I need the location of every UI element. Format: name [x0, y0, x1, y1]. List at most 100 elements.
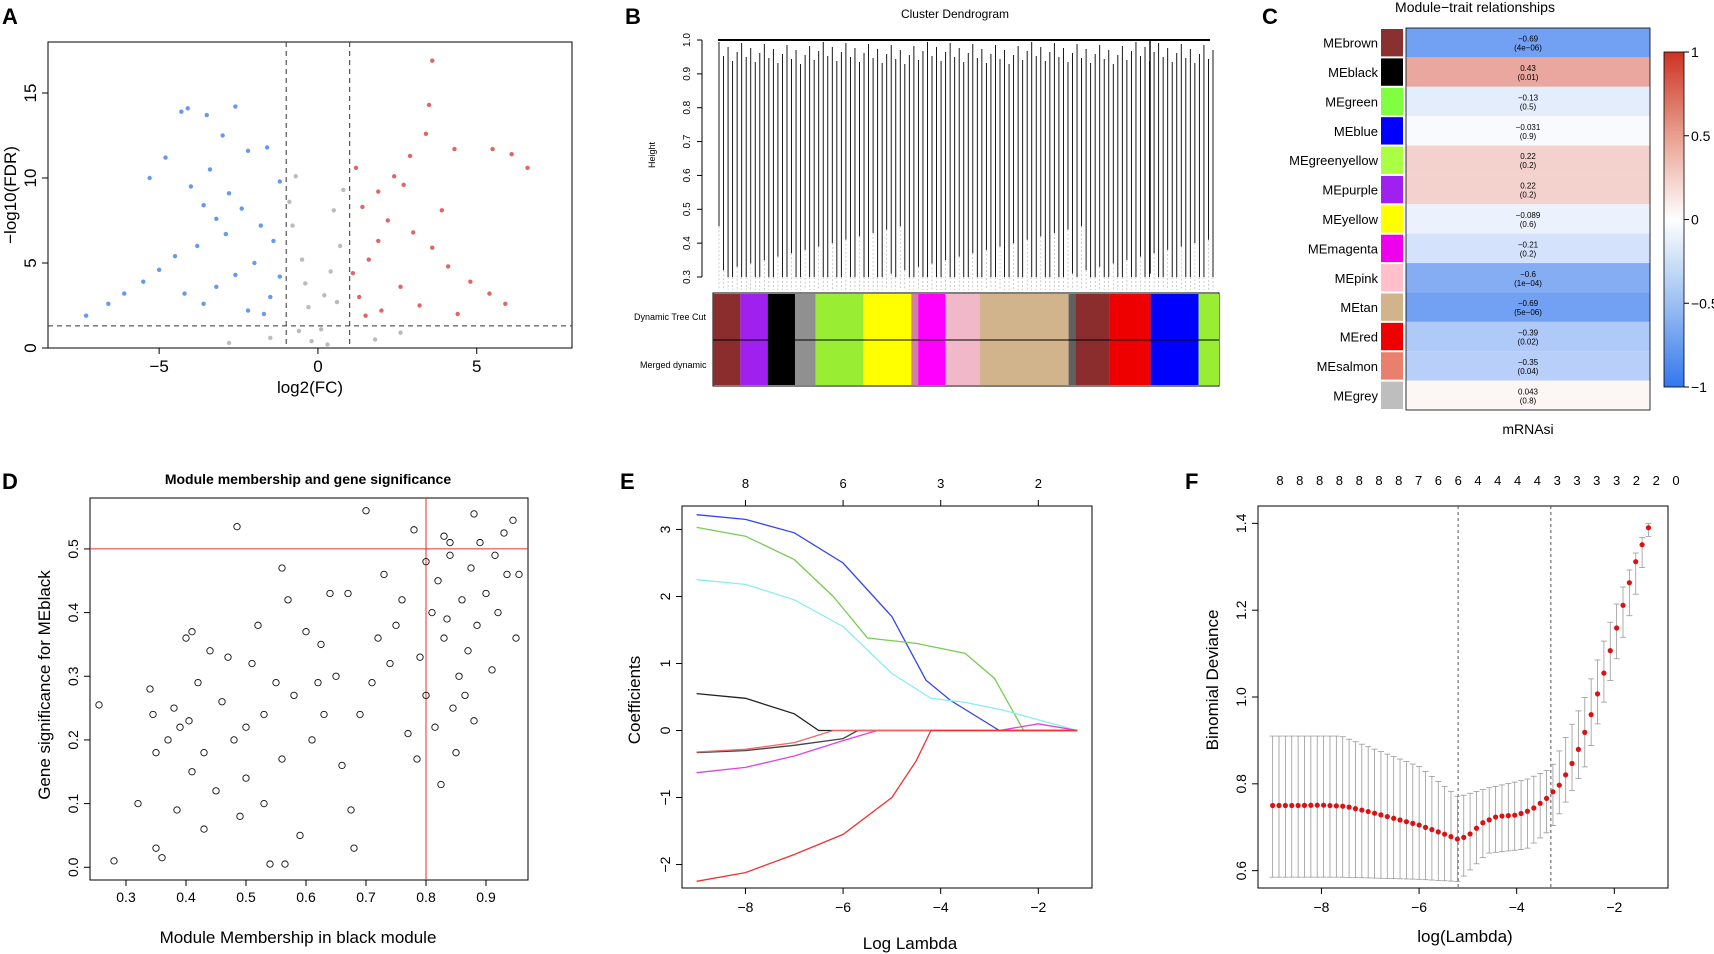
gene-point	[470, 510, 478, 518]
gene-point	[446, 538, 454, 547]
y-tick-label: 0.6	[1233, 861, 1249, 881]
deviance-point	[1556, 782, 1562, 788]
height-axis-label: Height	[647, 141, 657, 168]
p-value: (0.04)	[1518, 367, 1539, 376]
x-tick-label: 5	[472, 357, 481, 376]
height-axis-ticks: 0.3 0.4 0.5 0.6 0.7 0.8 0.9 1.0	[682, 33, 703, 284]
volcano-point	[325, 342, 330, 347]
plot-title: Module membership and gene significance	[165, 471, 451, 487]
gene-point	[512, 634, 520, 642]
deviance-point	[1384, 813, 1390, 820]
gene-point	[458, 596, 466, 604]
volcano-point	[331, 208, 337, 213]
volcano-point	[353, 165, 359, 170]
height-tick-label: 0.3	[682, 270, 693, 284]
p-value: (0.9)	[1520, 132, 1537, 141]
x-axis-label: log2(FC)	[277, 378, 343, 397]
x-tick-label: 0.4	[176, 889, 196, 905]
volcano-point	[179, 109, 184, 114]
correlation-cell	[1406, 351, 1650, 381]
volcano-point	[233, 104, 238, 109]
volcano-point	[385, 218, 391, 223]
y-tick-label: 0.8	[1233, 774, 1249, 794]
gene-point	[464, 647, 472, 655]
plot-frame	[89, 497, 529, 881]
p-value: (4e−06)	[1514, 44, 1542, 53]
gene-point	[182, 634, 190, 642]
gene-point	[260, 710, 268, 719]
gene-point	[233, 523, 241, 531]
deviance-point	[1626, 580, 1632, 586]
deviance-point	[1416, 822, 1422, 828]
coefficient-path	[696, 514, 1078, 732]
volcano-point	[83, 313, 89, 318]
panel-d: D Module membership and gene significanc…	[2, 469, 529, 947]
volcano-point	[398, 330, 403, 335]
volcano-point	[439, 208, 444, 213]
volcano-point	[277, 274, 283, 279]
gene-point	[446, 551, 454, 559]
panel-b: B Cluster Dendrogram Height 0.3 0.4 0.5 0.6…	[625, 4, 1220, 387]
gene-point	[452, 749, 460, 757]
module-name: MEmagenta	[1308, 241, 1379, 256]
top-tick-label: 0	[1672, 473, 1679, 488]
module-name: MEgreenyellow	[1289, 153, 1378, 168]
gene-point	[146, 685, 154, 693]
deviance-points	[1270, 525, 1652, 842]
top-tick-label: 8	[742, 476, 749, 491]
deviance-point	[1607, 648, 1613, 654]
gene-point	[434, 577, 442, 585]
x-tick-label: −6	[1411, 899, 1427, 915]
volcano-point	[509, 152, 514, 157]
gene-point	[281, 860, 289, 868]
volcano-point	[296, 328, 302, 334]
module-swatch	[1381, 352, 1403, 380]
deviance-point	[1486, 817, 1492, 823]
y-axis-label: Coefficients	[625, 656, 644, 745]
deviance-point	[1467, 831, 1473, 837]
gene-point	[284, 596, 292, 604]
gene-point	[368, 678, 376, 687]
deviance-point	[1359, 807, 1365, 813]
top-tick-label: 8	[1375, 473, 1382, 488]
gene-point	[200, 825, 208, 833]
p-value: (0.5)	[1520, 102, 1537, 111]
deviance-point	[1314, 802, 1320, 808]
panel-letter-f: F	[1185, 469, 1198, 494]
correlation-cell	[1406, 28, 1650, 58]
gene-point	[308, 736, 316, 744]
gene-point	[428, 608, 436, 617]
correlation-cell	[1406, 204, 1650, 234]
gene-point	[392, 621, 400, 629]
volcano-point	[252, 260, 257, 266]
top-tick-label: 2	[1035, 476, 1042, 491]
volcano-point	[328, 269, 333, 274]
deviance-point	[1410, 820, 1416, 826]
x-tick-label: −2	[1030, 899, 1046, 915]
x-tick-label: 0.6	[296, 889, 316, 905]
module-name: MEgreen	[1325, 94, 1378, 109]
volcano-point	[372, 337, 378, 342]
volcano-point	[426, 102, 432, 108]
volcano-point	[214, 284, 219, 289]
y-tick-label: 0	[21, 343, 40, 352]
y-tick-label: 2	[657, 592, 673, 600]
gene-point	[173, 806, 181, 814]
module-name: MEyellow	[1322, 212, 1378, 227]
gene-point	[95, 701, 103, 709]
colorbar-tick-label: −0.5	[1691, 295, 1714, 311]
top-tick-label: 2	[1633, 473, 1640, 488]
gene-point	[488, 666, 496, 674]
x-tick-label: −4	[933, 899, 949, 915]
deviance-point	[1422, 824, 1429, 830]
deviance-point	[1378, 812, 1384, 818]
p-value: (0.2)	[1520, 161, 1537, 170]
correlation-cell	[1406, 145, 1650, 175]
height-tick-label: 0.6	[682, 168, 693, 182]
lambda-lines	[1457, 506, 1552, 888]
deviance-point	[1518, 810, 1524, 817]
top-tick-label: 8	[1336, 473, 1343, 488]
deviance-point	[1295, 802, 1301, 809]
top-tick-label: 6	[1455, 473, 1462, 488]
